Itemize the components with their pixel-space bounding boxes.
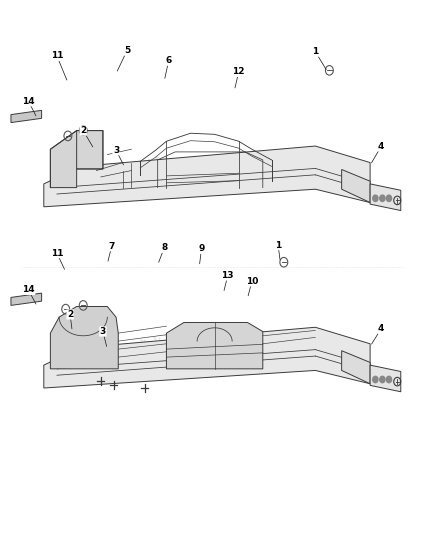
Text: 10: 10 xyxy=(246,277,258,286)
Text: 11: 11 xyxy=(51,52,63,60)
Polygon shape xyxy=(11,110,42,123)
Text: 13: 13 xyxy=(222,271,234,280)
Polygon shape xyxy=(11,293,42,305)
Circle shape xyxy=(373,195,378,201)
Text: 8: 8 xyxy=(161,244,167,252)
Polygon shape xyxy=(370,365,401,392)
Text: 1: 1 xyxy=(312,47,318,56)
Circle shape xyxy=(386,195,392,201)
Text: 3: 3 xyxy=(113,146,119,155)
Polygon shape xyxy=(342,169,370,203)
Polygon shape xyxy=(50,306,118,369)
Text: 4: 4 xyxy=(378,325,384,333)
Text: 3: 3 xyxy=(100,327,106,336)
Polygon shape xyxy=(50,131,103,188)
Text: 5: 5 xyxy=(124,46,130,55)
Circle shape xyxy=(386,376,392,383)
Circle shape xyxy=(373,376,378,383)
Text: 11: 11 xyxy=(51,249,63,257)
Polygon shape xyxy=(370,184,401,211)
Text: 4: 4 xyxy=(378,142,384,151)
Text: 2: 2 xyxy=(80,126,86,135)
Circle shape xyxy=(380,195,385,201)
Text: 6: 6 xyxy=(166,56,172,65)
Polygon shape xyxy=(44,146,370,207)
Text: 12: 12 xyxy=(233,68,245,76)
Text: 14: 14 xyxy=(22,97,35,106)
Text: 2: 2 xyxy=(67,310,73,319)
Polygon shape xyxy=(166,322,263,369)
Text: 9: 9 xyxy=(198,245,205,253)
Text: 7: 7 xyxy=(109,242,115,251)
Circle shape xyxy=(380,376,385,383)
Text: 14: 14 xyxy=(22,286,35,294)
Text: 1: 1 xyxy=(275,241,281,249)
Polygon shape xyxy=(342,351,370,384)
Polygon shape xyxy=(44,327,370,388)
